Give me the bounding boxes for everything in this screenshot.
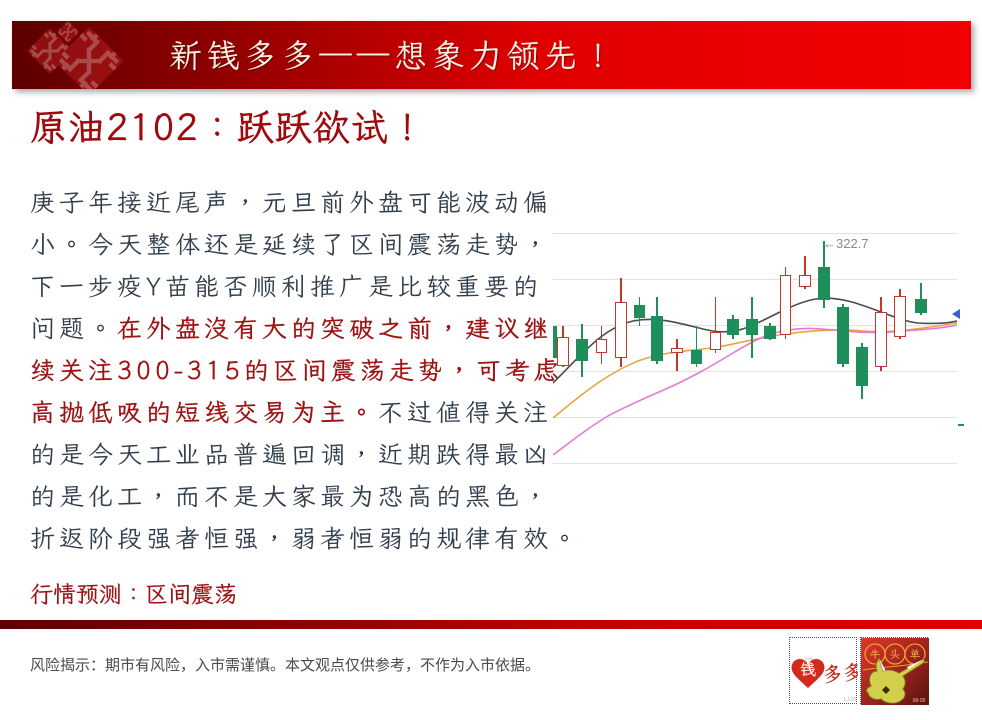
svg-text:头: 头 [890,648,901,662]
svg-text:LJ-05: LJ-05 [844,697,857,703]
svg-text:单: 单 [910,648,921,662]
svg-text:钱: 钱 [800,658,816,680]
svg-text:08-05: 08-05 [913,698,926,704]
svg-text:多多: 多多 [822,657,858,687]
